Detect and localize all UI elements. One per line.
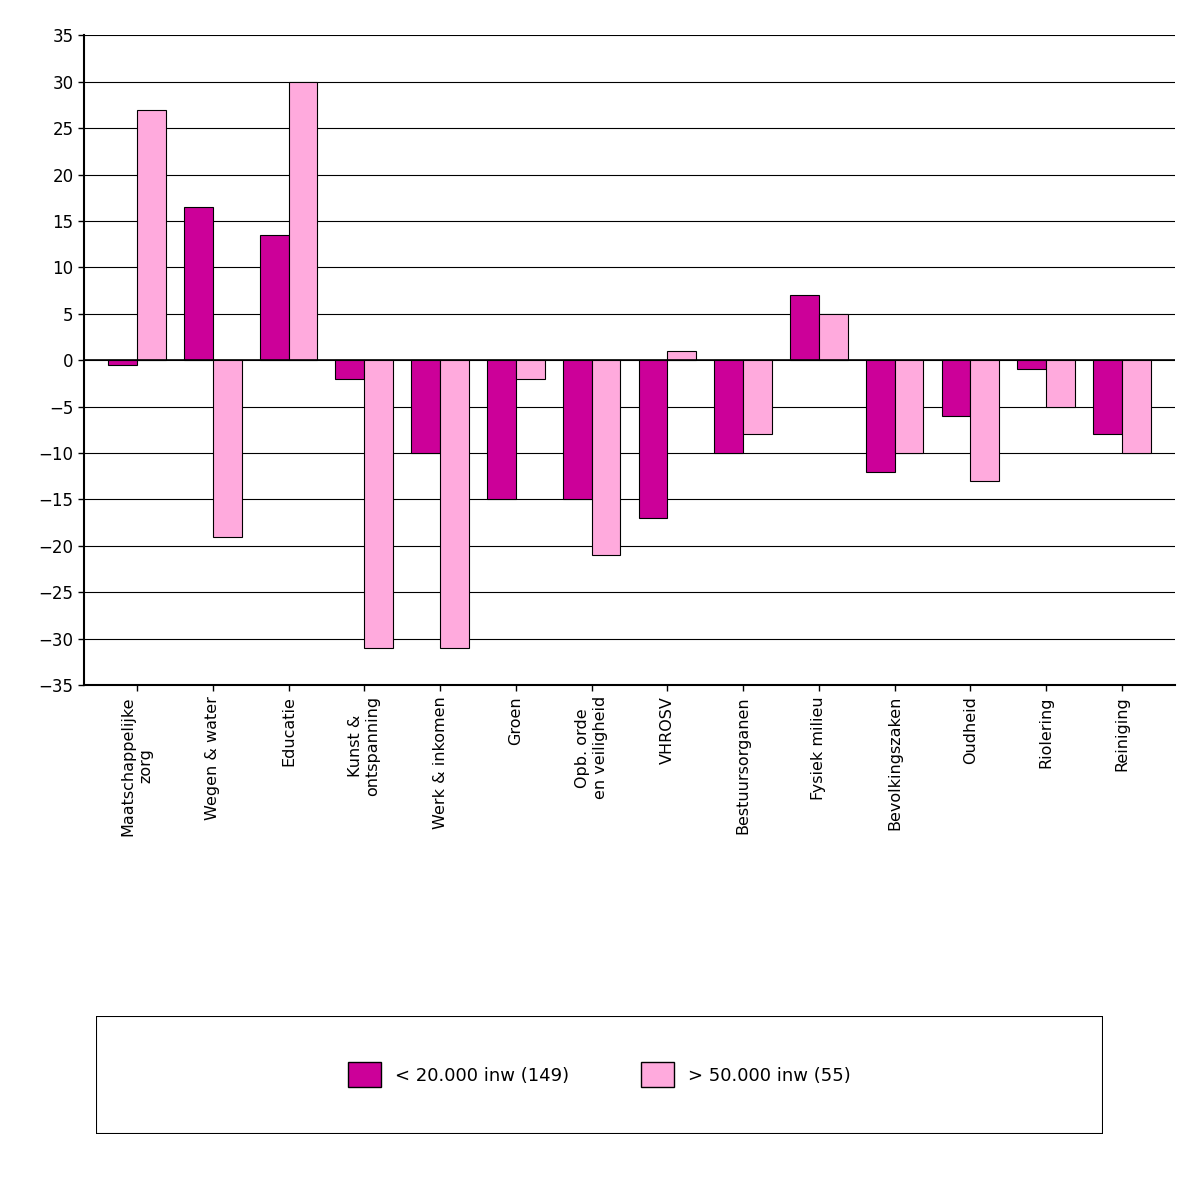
Bar: [970, 360, 999, 481]
Bar: [183, 207, 212, 360]
Bar: [894, 360, 923, 454]
Bar: [364, 360, 393, 648]
Bar: [212, 360, 241, 536]
Bar: [562, 360, 591, 500]
Bar: [260, 235, 289, 360]
Bar: [790, 295, 819, 360]
Bar: [941, 360, 970, 416]
Bar: [108, 360, 137, 365]
Bar: [668, 351, 697, 360]
Bar: [715, 360, 743, 454]
Bar: [411, 360, 440, 454]
Bar: [1018, 360, 1047, 370]
Legend: < 20.000 inw (149), > 50.000 inw (55): < 20.000 inw (149), > 50.000 inw (55): [330, 1044, 869, 1105]
Bar: [866, 360, 894, 471]
Bar: [1093, 360, 1122, 435]
Bar: [516, 360, 544, 379]
Bar: [1047, 360, 1076, 406]
Bar: [336, 360, 364, 379]
Bar: [289, 81, 318, 360]
Bar: [591, 360, 620, 555]
Bar: [1122, 360, 1151, 454]
Bar: [819, 314, 848, 360]
Bar: [137, 110, 165, 360]
Bar: [743, 360, 772, 435]
Bar: [487, 360, 516, 500]
Bar: [639, 360, 668, 518]
Bar: [440, 360, 469, 648]
